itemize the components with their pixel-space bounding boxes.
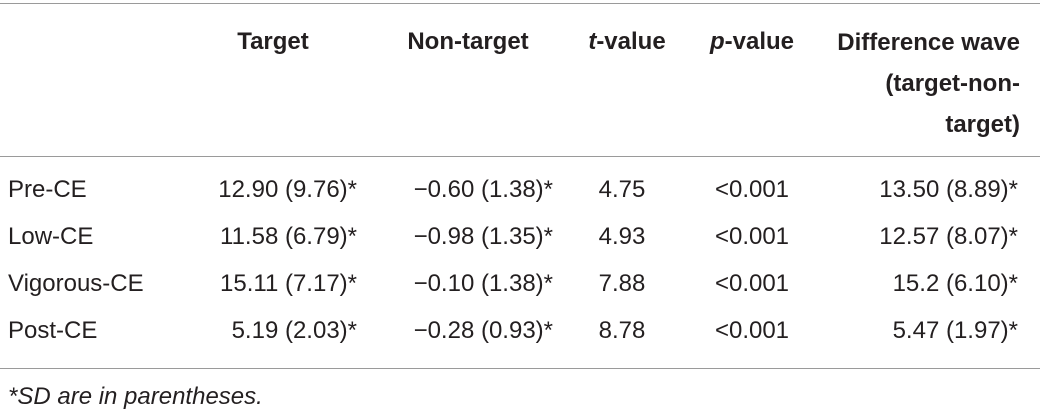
header-rule — [0, 156, 1040, 157]
header-cell: p-value — [662, 22, 842, 62]
footnote: *SD are in parentheses. — [8, 383, 263, 410]
header-italic: p — [709, 28, 725, 55]
header-text: -value — [724, 28, 795, 55]
header-cell: Target — [237, 28, 309, 55]
table-cell: <0.001 — [714, 223, 790, 250]
header-text: -value — [596, 28, 666, 55]
table-cell: <0.001 — [714, 317, 790, 344]
table-cell: <0.001 — [714, 270, 790, 297]
header-cell: t-value — [537, 22, 717, 62]
table-cell: 15.2 (6.10)* — [892, 270, 1018, 297]
table-cell: 4.75 — [598, 176, 646, 203]
table-cell: 7.88 — [598, 270, 646, 297]
header-italic: t — [588, 28, 597, 55]
header-cell: Difference wave (target-non-target) — [837, 29, 1020, 138]
table-cell: 8.78 — [598, 317, 646, 344]
table-cell: <0.001 — [714, 176, 790, 203]
table-cell: 12.57 (8.07)* — [879, 223, 1018, 250]
table-cell: −0.60 (1.38)* — [413, 176, 553, 203]
table-cell: 4.93 — [598, 223, 646, 250]
table-cell: −0.10 (1.38)* — [413, 270, 553, 297]
top-rule — [0, 3, 1040, 4]
table-cell: 15.11 (7.17)* — [220, 270, 357, 297]
bottom-rule — [0, 368, 1040, 369]
row-label: Vigorous-CE — [8, 270, 144, 297]
row-label: Pre-CE — [8, 176, 87, 203]
table-cell: −0.98 (1.35)* — [413, 223, 553, 250]
table-cell: 12.90 (9.76)* — [218, 176, 357, 203]
table-cell: 13.50 (8.89)* — [879, 176, 1018, 203]
table-cell: 5.19 (2.03)* — [231, 317, 357, 344]
table-cell: 11.58 (6.79)* — [220, 223, 357, 250]
row-label: Low-CE — [8, 223, 94, 250]
row-label: Post-CE — [8, 317, 98, 344]
header-cell: Non-target — [407, 28, 529, 55]
table-cell: 5.47 (1.97)* — [892, 317, 1018, 344]
table-cell: −0.28 (0.93)* — [413, 317, 553, 344]
